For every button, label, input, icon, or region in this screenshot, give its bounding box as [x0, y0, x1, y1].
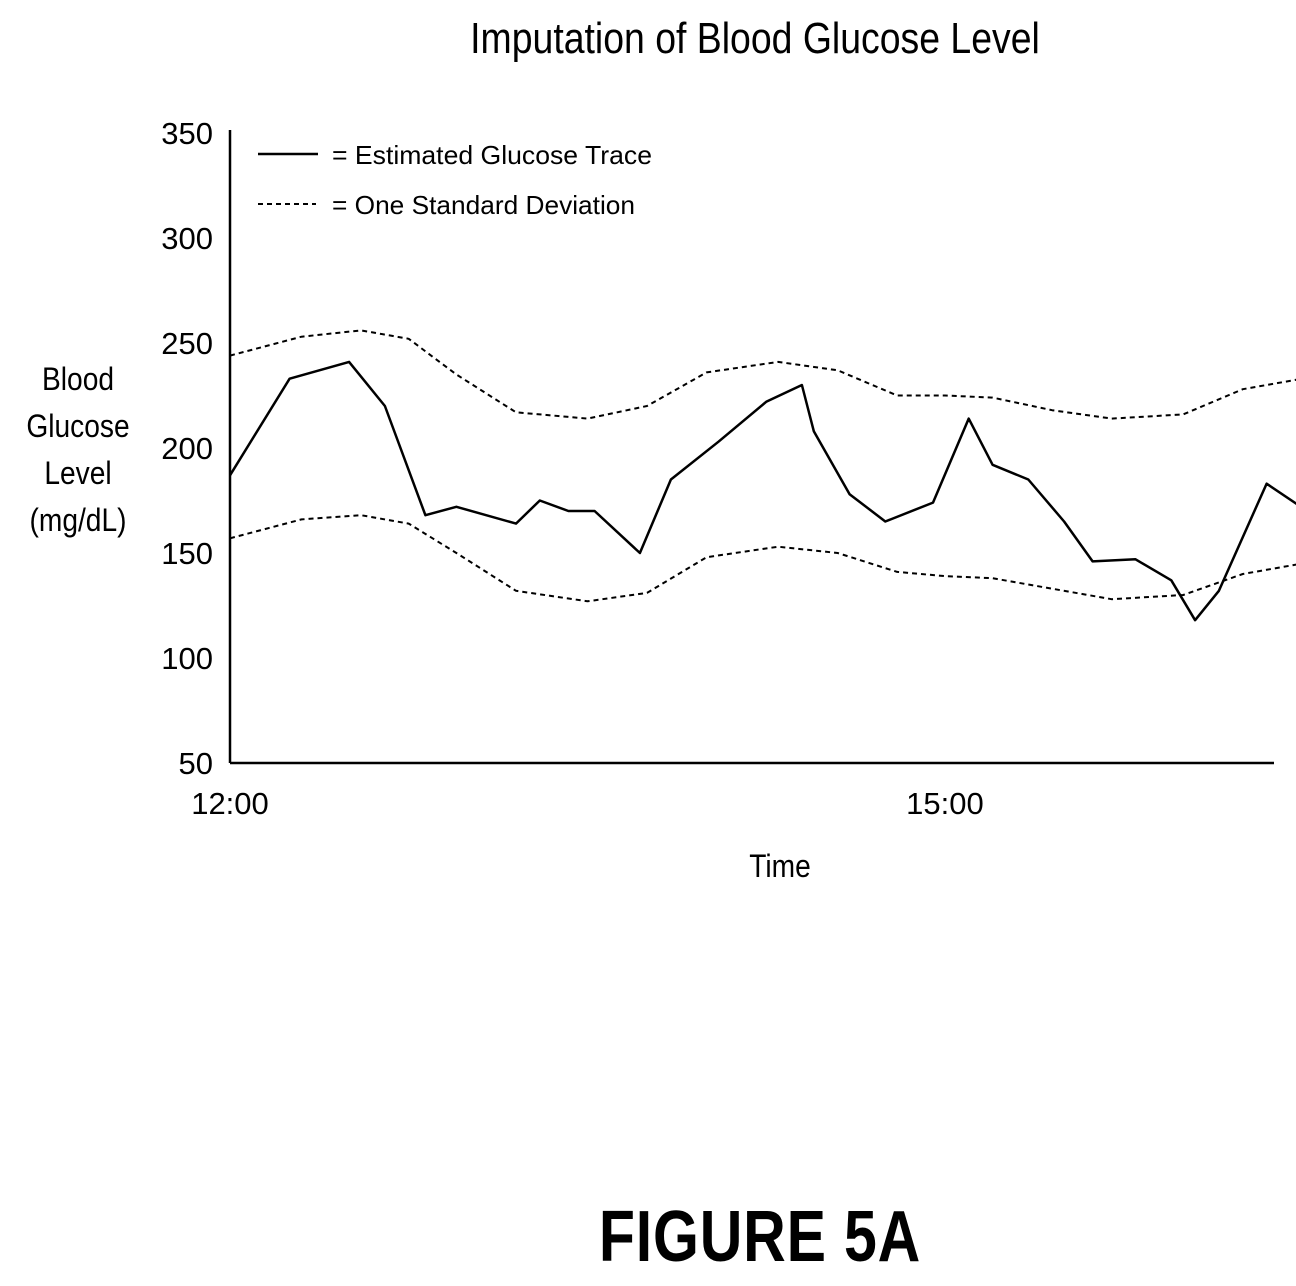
std-dev-lower-line — [229, 514, 1296, 603]
chart-legend: = Estimated Glucose Trace = One Standard … — [258, 140, 652, 220]
glucose-trace-line — [228, 360, 1296, 622]
y-ticks: 50 100 150 200 250 300 350 — [161, 116, 213, 781]
y-tick-label: 100 — [161, 641, 213, 676]
y-axis-label: Blood Glucose Level (mg/dL) — [16, 356, 139, 544]
std-dev-upper-line — [229, 329, 1296, 420]
chart-title: Imputation of Blood Glucose Level — [470, 14, 1040, 63]
legend-label-trace: = Estimated Glucose Trace — [332, 140, 652, 170]
x-tick-label: 15:00 — [906, 786, 984, 821]
y-axis-label-line-2: Glucose — [26, 408, 130, 444]
y-axis-label-line-4: (mg/dL) — [29, 502, 127, 538]
y-tick-label: 350 — [161, 116, 213, 151]
y-axis-label-line-3: Level — [44, 455, 112, 491]
y-tick-label: 300 — [161, 221, 213, 256]
y-tick-label: 250 — [161, 326, 213, 361]
chart-axes — [228, 130, 1274, 765]
y-axis-label-line-1: Blood — [41, 361, 115, 397]
legend-label-stddev: = One Standard Deviation — [332, 190, 635, 220]
x-tick-label: 12:00 — [191, 786, 269, 821]
x-axis-label: Time — [749, 848, 811, 884]
figure-label: FIGURE 5A — [598, 1197, 922, 1277]
y-tick-label: 200 — [161, 431, 213, 466]
y-tick-label: 50 — [179, 746, 213, 781]
y-tick-label: 150 — [161, 536, 213, 571]
chart-series — [228, 329, 1296, 622]
